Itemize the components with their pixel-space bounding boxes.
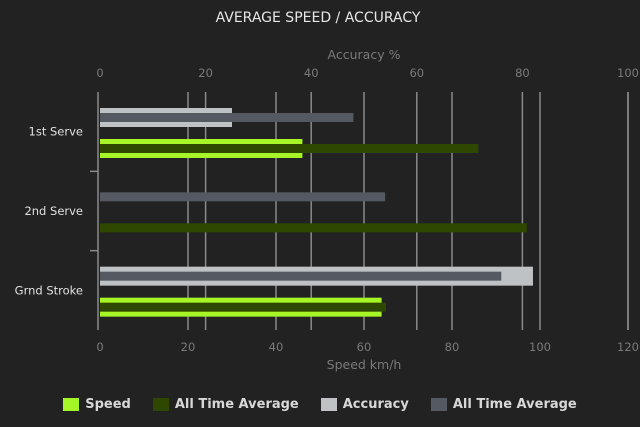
bottom-tick-label: 100 xyxy=(529,340,551,354)
bar-all-time-average xyxy=(100,271,502,281)
bottom-tick-label: 40 xyxy=(269,340,284,354)
legend-swatch xyxy=(63,398,80,411)
legend-label: All Time Average xyxy=(174,397,299,412)
top-tick-label: 60 xyxy=(409,66,424,80)
legend-item-speed[interactable]: Speed xyxy=(63,397,131,412)
bar-all-time-average xyxy=(100,192,386,202)
bottom-tick-label: 80 xyxy=(445,340,460,354)
legend-item-accuracy-average[interactable]: All Time Average xyxy=(430,397,577,412)
top-tick-label: 0 xyxy=(96,66,103,80)
bar-all-time-average xyxy=(100,144,479,153)
top-tick-label: 80 xyxy=(515,66,530,80)
bar-all-time-average xyxy=(100,302,386,312)
legend-label: Speed xyxy=(85,397,131,412)
legend-swatch xyxy=(430,398,447,411)
chart: AVERAGE SPEED / ACCURACY Accuracy % Spee… xyxy=(15,10,639,372)
legend-swatch xyxy=(320,398,337,411)
bottom-tick-label: 0 xyxy=(96,340,103,354)
bar-all-time-average xyxy=(100,113,354,122)
top-tick-label: 40 xyxy=(304,66,319,80)
legend-item-speed-average[interactable]: All Time Average xyxy=(152,397,299,412)
legend-label: All Time Average xyxy=(452,397,577,412)
top-tick-label: 20 xyxy=(198,66,213,80)
bar-all-time-average xyxy=(100,223,527,233)
bottom-tick-label: 120 xyxy=(617,340,639,354)
bottom-tick-label: 60 xyxy=(357,340,372,354)
category-label: 2nd Serve xyxy=(24,204,83,218)
legend-swatch xyxy=(152,398,169,411)
legend-label: Accuracy xyxy=(342,397,409,412)
category-label: Grnd Stroke xyxy=(15,283,83,297)
bottom-axis-label: Speed km/h xyxy=(327,357,402,372)
category-label: 1st Serve xyxy=(29,125,83,139)
bottom-tick-label: 20 xyxy=(181,340,196,354)
top-axis-label: Accuracy % xyxy=(328,47,401,62)
legend-item-accuracy[interactable]: Accuracy xyxy=(320,397,409,412)
chart-title: AVERAGE SPEED / ACCURACY xyxy=(216,10,421,26)
legend: Speed All Time Average Accuracy All Time… xyxy=(0,397,640,412)
top-tick-label: 100 xyxy=(617,66,639,80)
